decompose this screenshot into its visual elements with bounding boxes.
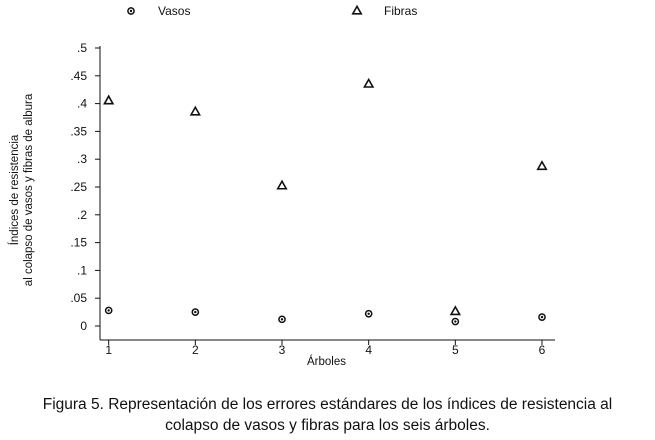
point-vasos <box>191 308 200 316</box>
y-tick-label: .25 <box>70 180 87 194</box>
point-fibras <box>449 305 461 316</box>
legend-marker <box>127 7 135 15</box>
y-tick-label: .3 <box>77 152 87 166</box>
scatter-chart: Vasos Fibras Índices de resistencia al col… <box>8 4 555 368</box>
caption-line-1: Figura 5. Representación de los errores … <box>42 396 613 413</box>
figure-caption: Figura 5. Representación de los errores … <box>0 394 655 436</box>
y-tick-label: .1 <box>77 263 87 277</box>
legend: Vasos Fibras <box>127 4 417 18</box>
point-vasos <box>538 313 546 321</box>
y-tick-label: .45 <box>70 69 87 83</box>
x-tick-label: 4 <box>365 343 372 357</box>
point-vasos <box>364 309 373 318</box>
point-vasos <box>104 306 113 315</box>
y-tick-label: .4 <box>77 97 87 111</box>
y-tick-label: .05 <box>70 291 87 305</box>
legend-item-fibras: Fibras <box>351 4 417 18</box>
legend-label: Fibras <box>384 4 417 18</box>
point-fibras <box>189 105 201 116</box>
x-tick-label: 1 <box>105 343 112 357</box>
point-vasos <box>451 317 460 326</box>
x-axis-title: Árboles <box>307 355 346 368</box>
y-tick-label: .15 <box>70 236 87 250</box>
y-axis-title-line: al colapso de vasos y fibras de albura <box>23 93 35 286</box>
y-tick-label: .2 <box>77 208 87 222</box>
y-axis: 0 .05 .1 .15 .2 .25 .3 .35 .4 .45 .5 <box>70 41 101 340</box>
x-tick-label: 6 <box>539 343 546 357</box>
legend-label: Vasos <box>158 4 190 18</box>
y-tick-label: .5 <box>77 41 87 55</box>
legend-marker <box>351 4 363 15</box>
point-vasos <box>278 315 286 324</box>
x-axis: 1 2 3 4 5 6 Árboles <box>100 339 555 368</box>
point-fibras <box>103 94 115 105</box>
y-axis-title: Índices de resistencia al colapso de vaso… <box>8 93 35 286</box>
point-fibras <box>536 160 548 171</box>
y-tick-label: .35 <box>70 124 87 138</box>
legend-item-vasos: Vasos <box>127 4 190 18</box>
x-tick-label: 5 <box>452 343 459 357</box>
x-tick-label: 2 <box>192 343 199 357</box>
point-fibras <box>363 77 375 88</box>
y-axis-title-line: Índices de resistencia <box>8 134 21 245</box>
caption-line-2: colapso de vasos y fibras para los seis … <box>165 417 490 434</box>
x-tick-label: 3 <box>279 343 286 357</box>
y-tick-label: 0 <box>80 319 87 333</box>
point-fibras <box>276 179 288 190</box>
data-points <box>103 77 548 326</box>
